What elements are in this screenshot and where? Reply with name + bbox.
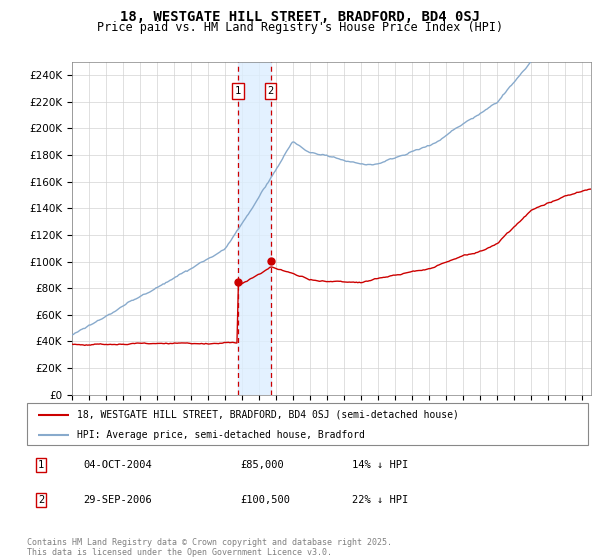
Text: 14% ↓ HPI: 14% ↓ HPI: [352, 460, 409, 470]
Text: 18, WESTGATE HILL STREET, BRADFORD, BD4 0SJ (semi-detached house): 18, WESTGATE HILL STREET, BRADFORD, BD4 …: [77, 410, 460, 420]
Text: 04-OCT-2004: 04-OCT-2004: [83, 460, 152, 470]
Text: Price paid vs. HM Land Registry's House Price Index (HPI): Price paid vs. HM Land Registry's House …: [97, 21, 503, 34]
Text: £100,500: £100,500: [240, 495, 290, 505]
Text: 18, WESTGATE HILL STREET, BRADFORD, BD4 0SJ: 18, WESTGATE HILL STREET, BRADFORD, BD4 …: [120, 10, 480, 24]
Text: 2: 2: [268, 86, 274, 96]
Bar: [238, 62, 271, 395]
Text: 2: 2: [38, 495, 44, 505]
Text: 1: 1: [38, 460, 44, 470]
FancyBboxPatch shape: [27, 403, 588, 445]
Text: 22% ↓ HPI: 22% ↓ HPI: [352, 495, 409, 505]
Text: Contains HM Land Registry data © Crown copyright and database right 2025.
This d: Contains HM Land Registry data © Crown c…: [27, 538, 392, 557]
Text: £85,000: £85,000: [240, 460, 284, 470]
Text: 1: 1: [235, 86, 241, 96]
Text: HPI: Average price, semi-detached house, Bradford: HPI: Average price, semi-detached house,…: [77, 430, 365, 440]
Text: 29-SEP-2006: 29-SEP-2006: [83, 495, 152, 505]
